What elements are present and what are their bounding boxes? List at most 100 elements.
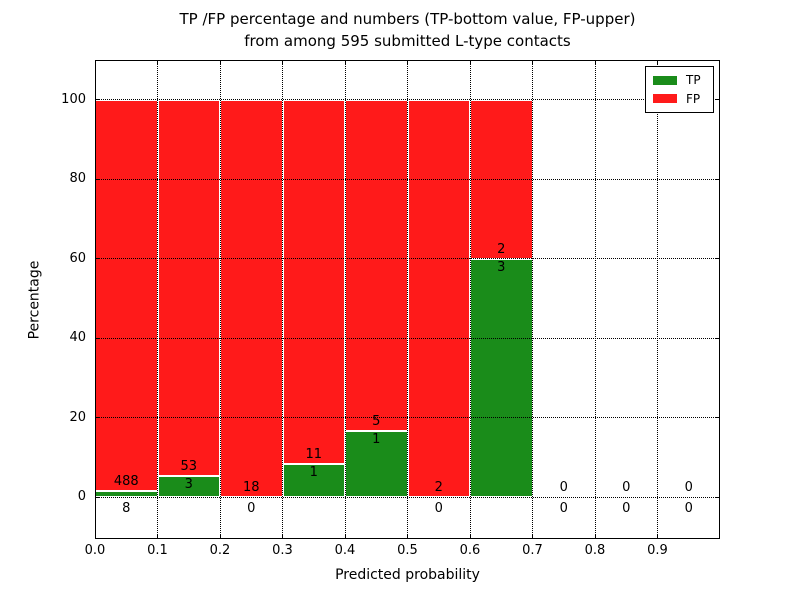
chart-title-line1: TP /FP percentage and numbers (TP-bottom… bbox=[179, 10, 636, 28]
x-tick-mark-bottom bbox=[657, 534, 658, 539]
y-gridline bbox=[95, 258, 720, 260]
x-tick-mark-bottom bbox=[469, 534, 471, 539]
fp-count-label: 488 bbox=[113, 473, 139, 489]
y-axis-label-wrap: Percentage bbox=[22, 60, 46, 539]
legend-swatch-fp bbox=[653, 94, 677, 104]
y-tick-label: 60 bbox=[69, 250, 86, 266]
y-tick-mark-right bbox=[715, 99, 720, 101]
x-tick-mark-top bbox=[407, 60, 408, 65]
tp-count-label: 8 bbox=[122, 501, 131, 517]
x-tick-label: 0.0 bbox=[84, 543, 106, 558]
tp-count-label: 0 bbox=[434, 501, 443, 517]
chart-title-line2: from among 595 submitted L-type contacts bbox=[244, 32, 571, 50]
plot-area: 488 8 53 3 18 0 11 1 5 1 2 0 2 3 0 0 0 0 0 0 bbox=[95, 60, 720, 539]
x-tick-mark-bottom bbox=[157, 534, 158, 539]
x-tick-mark-bottom bbox=[594, 534, 596, 539]
y-gridline bbox=[95, 337, 720, 339]
x-tick-label: 0.1 bbox=[147, 543, 168, 558]
fp-count-label: 0 bbox=[559, 480, 568, 496]
x-gridline bbox=[594, 60, 596, 539]
legend-item-fp: FP bbox=[653, 93, 706, 105]
tp-count-label: 1 bbox=[309, 465, 318, 481]
tp-bar bbox=[345, 431, 408, 498]
x-tick-mark-bottom bbox=[407, 534, 408, 539]
tp-count-label: 0 bbox=[247, 501, 256, 517]
x-tick-mark-bottom bbox=[344, 534, 346, 539]
x-axis-label: Predicted probability bbox=[335, 567, 480, 583]
y-tick-mark-left bbox=[95, 337, 100, 339]
x-gridline bbox=[219, 60, 221, 539]
x-tick-mark-top bbox=[282, 60, 283, 65]
x-tick-mark-top bbox=[344, 60, 346, 65]
x-tick-label: 0.2 bbox=[209, 543, 231, 558]
y-tick-mark-left bbox=[95, 258, 100, 260]
x-tick-mark-top bbox=[157, 60, 158, 65]
fp-count-label: 2 bbox=[434, 480, 443, 496]
tp-count-label: 0 bbox=[684, 501, 693, 517]
x-tick-label: 0.7 bbox=[522, 543, 543, 558]
legend: TP FP bbox=[645, 66, 714, 113]
x-tick-label: 0.8 bbox=[584, 543, 606, 558]
tp-count-label: 3 bbox=[497, 259, 506, 275]
y-tick-mark-right bbox=[715, 178, 720, 180]
y-tick-mark-right bbox=[715, 417, 720, 419]
legend-item-tp: TP bbox=[653, 74, 706, 86]
y-tick-mark-right bbox=[715, 258, 720, 260]
x-tick-mark-top bbox=[594, 60, 596, 65]
y-tick-mark-left bbox=[95, 417, 100, 419]
y-tick-label: 80 bbox=[69, 171, 86, 187]
legend-label-fp: FP bbox=[686, 91, 701, 106]
fp-bar bbox=[282, 99, 345, 465]
fp-count-label: 0 bbox=[622, 480, 631, 496]
fp-bar bbox=[407, 99, 470, 498]
y-gridline bbox=[95, 99, 720, 101]
fp-count-label: 11 bbox=[305, 447, 323, 463]
fp-bar bbox=[345, 99, 408, 431]
x-tick-mark-bottom bbox=[282, 534, 283, 539]
fp-count-label: 2 bbox=[497, 241, 506, 257]
tp-count-label: 0 bbox=[559, 501, 568, 517]
legend-swatch-tp bbox=[653, 75, 677, 85]
fp-count-label: 18 bbox=[242, 480, 260, 496]
tp-count-label: 1 bbox=[372, 432, 381, 447]
tp-bar bbox=[470, 258, 533, 498]
y-tick-mark-right bbox=[715, 496, 720, 498]
x-tick-label: 0.4 bbox=[334, 543, 356, 558]
x-gridline bbox=[469, 60, 471, 539]
x-gridline bbox=[657, 60, 658, 539]
y-gridline bbox=[95, 178, 720, 180]
x-gridline bbox=[282, 60, 283, 539]
x-gridline bbox=[407, 60, 408, 539]
x-tick-label: 0.9 bbox=[647, 543, 668, 558]
fp-count-label: 53 bbox=[180, 458, 198, 474]
x-gridline bbox=[157, 60, 158, 539]
chart-title: TP /FP percentage and numbers (TP-bottom… bbox=[95, 8, 720, 52]
x-tick-mark-top bbox=[657, 60, 658, 65]
y-gridline bbox=[95, 496, 720, 498]
y-tick-mark-left bbox=[95, 178, 100, 180]
y-gridline bbox=[95, 417, 720, 419]
fp-bar bbox=[157, 99, 220, 476]
y-tick-label: 100 bbox=[61, 91, 86, 107]
x-tick-mark-bottom bbox=[532, 534, 533, 539]
y-tick-label: 40 bbox=[69, 330, 86, 346]
x-tick-label: 0.3 bbox=[272, 543, 293, 558]
x-gridline bbox=[532, 60, 533, 539]
x-tick-mark-top bbox=[469, 60, 471, 65]
x-tick-label: 0.6 bbox=[459, 543, 481, 558]
fp-count-label: 5 bbox=[372, 414, 381, 429]
legend-label-tp: TP bbox=[686, 73, 701, 88]
y-tick-mark-left bbox=[95, 99, 100, 101]
tp-count-label: 0 bbox=[622, 501, 631, 517]
fp-bar bbox=[220, 99, 283, 498]
y-axis-label: Percentage bbox=[26, 260, 43, 339]
y-tick-label: 0 bbox=[77, 489, 86, 505]
y-tick-mark-left bbox=[95, 496, 100, 498]
y-tick-mark-right bbox=[715, 337, 720, 339]
x-tick-mark-bottom bbox=[219, 534, 221, 539]
fp-count-label: 0 bbox=[684, 480, 693, 496]
tp-bar bbox=[282, 464, 345, 498]
x-tick-label: 0.5 bbox=[397, 543, 418, 558]
tp-count-label: 3 bbox=[184, 476, 193, 492]
